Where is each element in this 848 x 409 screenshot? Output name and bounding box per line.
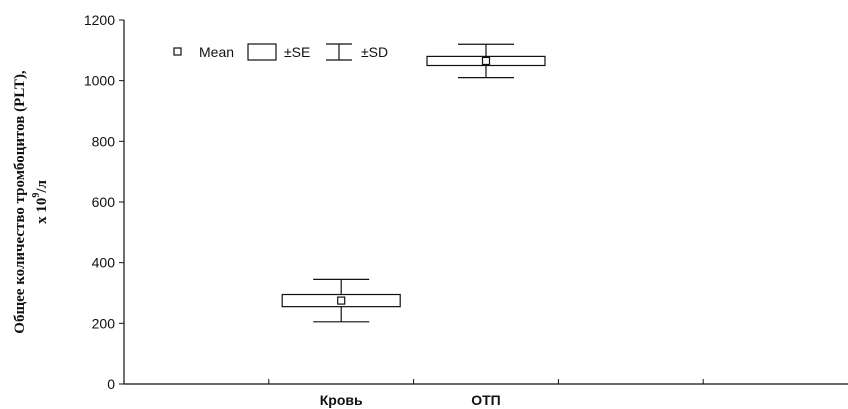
legend-mean-label: Mean	[199, 44, 234, 60]
x-category-label: Кровь	[320, 392, 363, 408]
y-tick-label: 400	[92, 255, 116, 271]
y-tick-label: 1000	[84, 73, 115, 89]
y-axis-label-prefix: x 10	[34, 198, 50, 224]
mean-marker	[337, 296, 346, 305]
y-tick-label: 1200	[84, 12, 115, 28]
y-axis-label-line2: x 109/л	[31, 180, 50, 224]
mean-marker	[481, 56, 491, 66]
legend: Mean ±SE ±SD	[173, 43, 388, 61]
x-axis-ticks: Кровь ОТП	[268, 379, 704, 408]
y-axis-label-superscript: 9	[31, 193, 42, 198]
y-axis-label-suffix: /л	[34, 180, 50, 194]
legend-se-marker	[247, 43, 277, 61]
x-category-label: ОТП	[471, 392, 501, 408]
y-tick-label: 200	[92, 315, 116, 331]
box-0	[281, 278, 401, 323]
legend-se-label: ±SE	[284, 44, 310, 60]
box-1	[426, 43, 546, 79]
y-axis-ticks: 0 200 400 600 800 1000 1200	[84, 12, 124, 392]
legend-sd-marker	[326, 43, 352, 61]
box-series	[281, 43, 546, 323]
y-axis-label-line1: Общее количество тромбоцитов (PLT),	[12, 70, 28, 334]
y-tick-label: 600	[92, 194, 116, 210]
y-tick-label: 800	[92, 133, 116, 149]
y-tick-label: 0	[107, 376, 115, 392]
legend-mean-marker	[173, 47, 182, 56]
legend-sd-label: ±SD	[361, 44, 388, 60]
